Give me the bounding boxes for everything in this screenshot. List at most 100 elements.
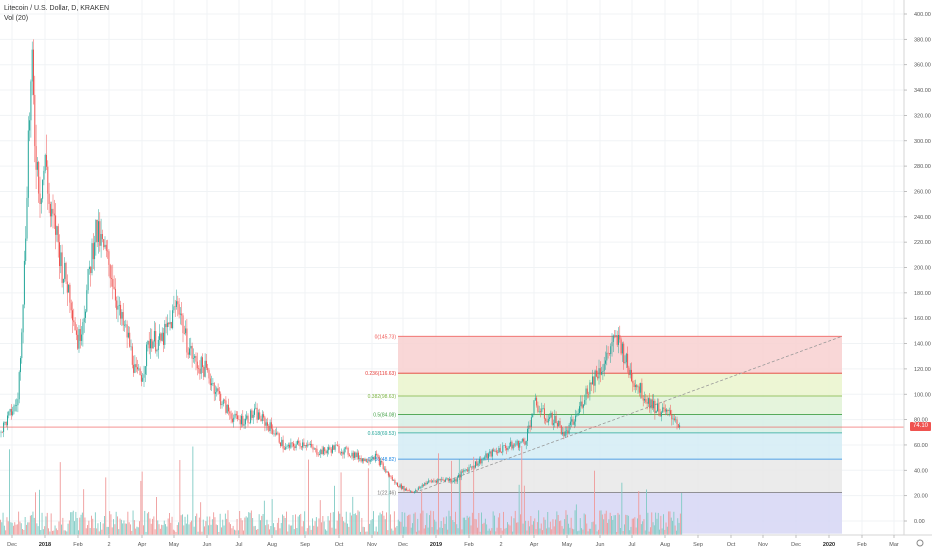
volume-bar (634, 517, 636, 535)
candle-body (294, 446, 296, 449)
candle-body (144, 366, 146, 375)
candle-body (477, 463, 479, 466)
volume-bar (413, 513, 415, 535)
candle-body (534, 397, 536, 401)
candle-body (439, 479, 441, 480)
candle-body (320, 449, 322, 455)
candle-body (642, 398, 644, 401)
candle-body (104, 244, 106, 248)
candle-body (208, 370, 210, 379)
volume-bar (80, 514, 82, 535)
symbol-title[interactable]: Litecoin / U.S. Dollar, D, KRAKEN (4, 5, 110, 12)
candle-body (432, 480, 434, 482)
candle-body (237, 415, 239, 420)
candle-body (265, 422, 267, 426)
candle-body (79, 329, 81, 341)
volume-bar (596, 531, 598, 535)
volume-bar (14, 522, 16, 535)
settings-gear-icon[interactable] (916, 539, 924, 547)
volume-bar (330, 512, 332, 535)
volume-bar (598, 529, 599, 535)
volume-bar (40, 530, 42, 535)
volume-bar (499, 513, 501, 535)
volume-bar (202, 519, 204, 535)
volume-bar (539, 528, 541, 535)
candle-body (386, 471, 388, 473)
volume-bar (334, 485, 335, 535)
volume-bar (166, 526, 168, 535)
volume-bar (449, 516, 451, 535)
candle-body (129, 332, 131, 347)
candle-body (662, 407, 664, 413)
volume-bar (435, 521, 437, 535)
candle-body (220, 393, 222, 406)
candle-body (676, 419, 678, 425)
volume-bar (93, 528, 95, 535)
volume-bar (513, 518, 515, 535)
volume-bar (1, 522, 3, 535)
candle-body (196, 361, 198, 369)
volume-bar (673, 511, 675, 535)
x-tick-label: Dec (7, 542, 17, 548)
volume-bar (497, 517, 499, 535)
candle-body (291, 442, 293, 444)
candle-body (501, 452, 502, 453)
candle-body (339, 452, 341, 454)
volume-bar (637, 518, 638, 535)
volume-bar (327, 516, 329, 535)
volume-bar (58, 521, 60, 535)
candle-body (382, 463, 384, 470)
x-tick-label: Dec (791, 542, 801, 548)
volume-bar (495, 531, 497, 535)
candle-body (72, 310, 73, 321)
volume-bar (572, 528, 573, 535)
candle-body (51, 208, 53, 217)
candle-body (153, 331, 155, 342)
volume-bar (393, 511, 395, 535)
candle-body (313, 448, 315, 450)
x-tick-label: Aug (660, 542, 670, 548)
candle-body (436, 480, 437, 483)
candle-body (511, 441, 513, 449)
candle-body (13, 405, 15, 412)
volume-bar (119, 518, 121, 535)
volume-bar (118, 529, 120, 535)
volume-bar (172, 529, 174, 535)
volume-bar (477, 527, 478, 535)
volume-bar (460, 470, 462, 535)
volume-bar (33, 517, 35, 535)
candle-body (449, 479, 450, 481)
volume-bar (341, 516, 343, 535)
candle-body (151, 338, 153, 349)
volume-bar (32, 511, 34, 535)
volume-bar (611, 516, 612, 535)
volume-indicator-label[interactable]: Vol (20) (4, 15, 29, 22)
candle-body (400, 484, 402, 489)
candle-body (304, 445, 306, 447)
candle-body (230, 413, 232, 419)
candle-body (186, 328, 188, 353)
candle-body (267, 422, 268, 426)
volume-bar (547, 512, 549, 535)
volume-bar (224, 513, 226, 535)
candle-body (584, 400, 586, 405)
volume-bar (196, 513, 198, 535)
candle-body (12, 411, 14, 416)
volume-bar (540, 523, 542, 535)
volume-bar (516, 522, 517, 535)
candle-body (299, 442, 301, 447)
candle-body (303, 442, 305, 447)
volume-bar (650, 527, 651, 535)
y-tick-label: 20.00 (914, 494, 928, 500)
candle-body (582, 404, 584, 408)
volume-bar (39, 489, 40, 535)
volume-bar (556, 511, 558, 535)
candle-body (17, 399, 19, 406)
candle-body (243, 424, 245, 426)
volume-bar (351, 515, 352, 535)
volume-bar (465, 520, 467, 535)
candle-body (46, 154, 47, 167)
candle-body (658, 403, 660, 412)
